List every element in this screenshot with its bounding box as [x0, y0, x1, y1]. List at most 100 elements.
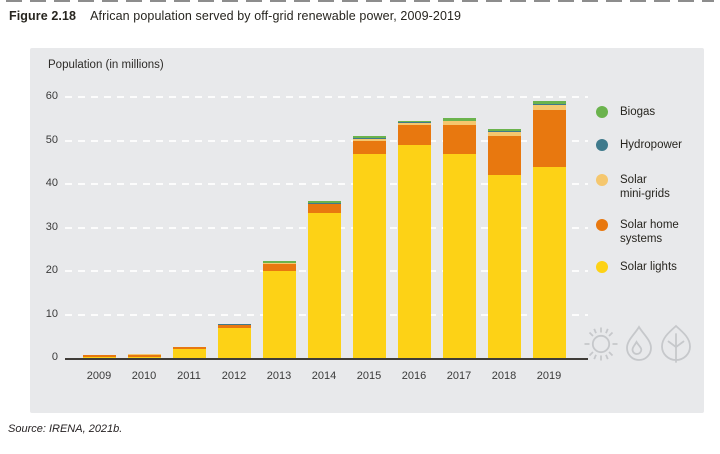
bar-2011	[172, 346, 206, 358]
solar-home-systems-legend-dot	[596, 219, 608, 231]
legend-item-solar-mini-grids: Solar mini-grids	[596, 173, 670, 201]
legend-item-biogas: Biogas	[596, 105, 655, 119]
bar-2017-solar-home-systems	[442, 125, 476, 154]
bar-2013-solar-home-systems	[262, 264, 296, 271]
y-tick-50: 50	[45, 133, 58, 146]
biogas-legend-dot	[596, 106, 608, 118]
gridline-40	[65, 183, 588, 185]
leaf-icon	[661, 324, 691, 363]
legend-item-hydropower: Hydropower	[596, 138, 682, 152]
bar-2013-solar-mini-grids	[262, 263, 296, 265]
bar-2018	[487, 128, 521, 358]
bar-2017-solar-lights	[442, 153, 476, 358]
bar-2018-solar-home-systems	[487, 136, 521, 176]
solar-lights-legend-dot	[596, 261, 608, 273]
y-tick-40: 40	[45, 177, 58, 189]
bar-2017-solar-mini-grids	[442, 121, 476, 126]
plot-area	[65, 96, 588, 358]
bar-2014-solar-lights	[307, 213, 341, 358]
legend-item-solar-lights: Solar lights	[596, 260, 677, 274]
bar-2011-solar-home-systems	[172, 347, 206, 350]
bar-2015-solar-home-systems	[352, 140, 386, 154]
bar-2015-solar-lights	[352, 153, 386, 358]
bar-2017	[442, 118, 476, 358]
bar-2019	[532, 100, 566, 358]
x-tick-2010: 2010	[131, 370, 157, 382]
legend-label-biogas: Biogas	[620, 106, 656, 118]
bar-2014-solar-mini-grids	[307, 203, 341, 205]
gridline-60	[65, 96, 588, 98]
bar-2016-hydropower	[397, 122, 431, 124]
x-tick-2014: 2014	[311, 370, 337, 382]
legend-label-solar-mini-grids: Solar mini-grids	[620, 174, 670, 200]
x-tick-2015: 2015	[356, 370, 382, 382]
bar-2009-solar-lights	[82, 357, 116, 358]
bar-2013-biogas	[262, 261, 296, 263]
sun-rays	[584, 327, 618, 361]
y-tick-0: 0	[51, 351, 58, 363]
bar-2010	[127, 354, 161, 358]
bar-2009	[82, 354, 116, 358]
solar-mini-grids-legend-dot	[596, 174, 608, 186]
bar-2016-solar-lights	[397, 144, 431, 358]
source-note: Source: IRENA, 2021b.	[8, 423, 123, 435]
legend-item-solar-home-systems: Solar home systems	[596, 218, 679, 246]
sun-icon	[584, 327, 618, 361]
bar-2015	[352, 136, 386, 358]
bar-2019-solar-home-systems	[532, 110, 566, 167]
bar-2010-solar-lights	[127, 356, 161, 358]
bar-2016-biogas	[397, 120, 431, 123]
bar-2014	[307, 201, 341, 358]
hydropower-legend-dot	[596, 139, 608, 151]
bar-2014-solar-home-systems	[307, 204, 341, 214]
y-axis-title: Population (in millions)	[48, 59, 164, 71]
figure-title-text: African population served by off-grid re…	[90, 9, 462, 23]
x-tick-2009: 2009	[86, 370, 112, 382]
x-axis-baseline	[65, 358, 588, 360]
bar-2017-biogas	[442, 118, 476, 121]
bar-2017-hydropower	[442, 120, 476, 122]
page-top-divider	[6, 0, 714, 2]
figure-label: Figure 2.18	[9, 9, 77, 23]
x-tick-2017: 2017	[446, 370, 472, 382]
x-tick-2018: 2018	[491, 370, 517, 382]
x-tick-2016: 2016	[401, 370, 427, 382]
bar-2018-solar-lights	[487, 175, 521, 358]
bar-2019-biogas	[532, 100, 566, 104]
bar-2010-solar-home-systems	[127, 354, 161, 357]
renewables-icon-row	[581, 322, 695, 364]
y-tick-30: 30	[45, 220, 58, 233]
water-drop-icon	[626, 325, 652, 361]
bar-2015-biogas	[352, 136, 386, 138]
y-tick-20: 20	[45, 264, 58, 276]
x-tick-2012: 2012	[221, 370, 247, 382]
bar-2015-solar-mini-grids	[352, 138, 386, 141]
legend-label-solar-lights: Solar lights	[620, 261, 677, 273]
bar-2019-solar-mini-grids	[532, 104, 566, 111]
bar-2019-hydropower	[532, 103, 566, 105]
gridline-50	[65, 139, 588, 142]
bar-2011-solar-lights	[172, 349, 206, 358]
bar-2016-solar-home-systems	[397, 125, 431, 145]
bar-2014-biogas	[307, 201, 341, 204]
bar-2015-hydropower	[352, 137, 386, 139]
bar-2013	[262, 261, 296, 358]
bar-2019-solar-lights	[532, 166, 566, 358]
y-tick-10: 10	[45, 307, 58, 320]
bar-2012-solar-home-systems	[217, 324, 251, 329]
bar-2018-hydropower	[487, 130, 521, 132]
legend-label-hydropower: Hydropower	[620, 139, 682, 151]
bar-2016-solar-mini-grids	[397, 123, 431, 126]
y-tick-60: 60	[45, 90, 58, 102]
x-tick-2019: 2019	[536, 370, 562, 382]
bar-2012	[217, 323, 251, 358]
bar-2018-solar-mini-grids	[487, 131, 521, 137]
figure-title: Figure 2.18 African population served by …	[9, 9, 461, 23]
bar-2009-solar-home-systems	[82, 354, 116, 358]
chart-panel: Population (in millions) 0 10 20 30 40 50 60 2…	[30, 48, 704, 413]
legend-label-solar-home-systems: Solar home systems	[620, 219, 679, 245]
bar-2018-biogas	[487, 128, 521, 131]
bar-2013-solar-lights	[262, 271, 296, 358]
x-tick-2013: 2013	[266, 370, 292, 382]
bar-2016	[397, 120, 431, 358]
